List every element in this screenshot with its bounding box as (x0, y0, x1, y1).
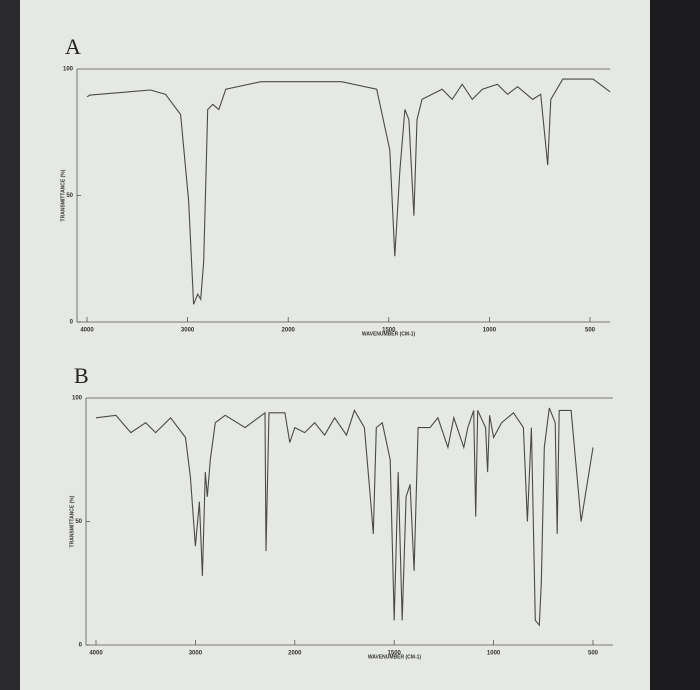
y-tick-label: 100 (63, 67, 74, 73)
y-tick-label: 50 (75, 519, 82, 525)
x-axis-label: WAVENUMBER (CM-1) (368, 654, 422, 660)
x-tick-label: 1500 (382, 328, 396, 334)
y-tick-label: 100 (72, 396, 83, 402)
x-tick-label: 1500 (388, 651, 402, 657)
spectrum-line (95, 407, 594, 627)
x-tick-label: 4000 (89, 651, 103, 657)
x-tick-label: 1000 (483, 328, 497, 334)
y-tick-label: 0 (70, 320, 74, 326)
y-axis-label: TRANSMITTANCE (%) (60, 169, 66, 221)
spectrum-line (86, 78, 611, 305)
chart-title: B (74, 363, 89, 388)
x-tick-label: 3000 (181, 328, 195, 334)
x-tick-label: 500 (588, 651, 599, 657)
x-tick-label: 3000 (189, 651, 203, 657)
dark-edge (650, 0, 700, 690)
x-tick-label: 2000 (282, 328, 296, 334)
x-tick-label: 4000 (80, 328, 94, 334)
y-axis-label: TRANSMITTANCE (%) (69, 495, 75, 547)
x-tick-label: 500 (585, 328, 596, 334)
paper (20, 0, 650, 690)
x-tick-label: 1000 (487, 651, 501, 657)
x-axis-label: WAVENUMBER (CM-1) (362, 331, 416, 337)
x-tick-label: 2000 (288, 651, 302, 657)
chart-title: A (65, 34, 81, 59)
y-tick-label: 0 (79, 643, 83, 649)
y-tick-label: 50 (66, 193, 73, 199)
